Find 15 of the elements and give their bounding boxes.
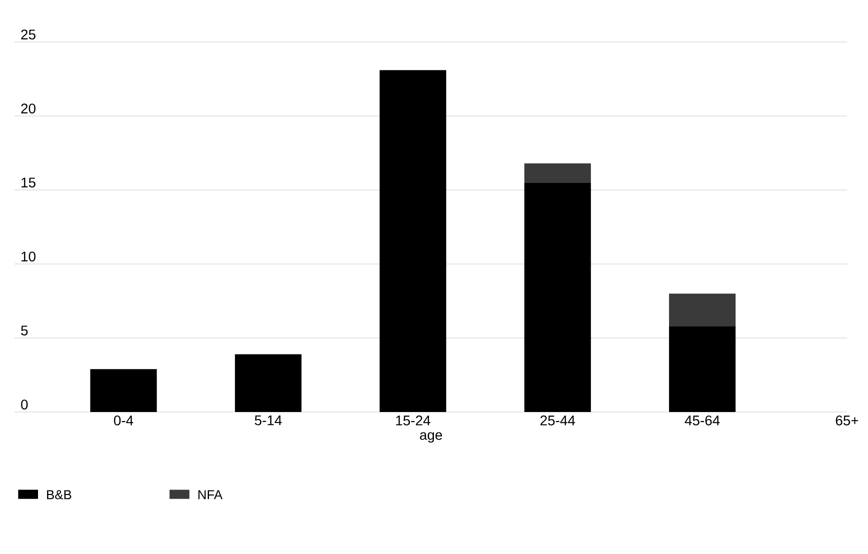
y-tick-label: 15 bbox=[22, 178, 36, 188]
legend-label: NFA bbox=[198, 490, 223, 500]
legend-label: B&B bbox=[47, 490, 72, 500]
x-tick-label: 45-64 bbox=[684, 416, 720, 426]
x-tick-label: 15-24 bbox=[396, 416, 430, 426]
x-tick-label: 5-14 bbox=[254, 416, 282, 426]
y-tick-label: 20 bbox=[21, 104, 36, 114]
x-tick-label: 0-4 bbox=[114, 416, 134, 426]
y-tick-label: 5 bbox=[21, 326, 28, 336]
x-tick-label: 25-44 bbox=[540, 416, 576, 426]
y-tick-label: 0 bbox=[21, 400, 28, 410]
x-axis-title: age bbox=[420, 432, 442, 443]
y-tick-label: 10 bbox=[22, 252, 36, 262]
y-tick-label: 25 bbox=[21, 30, 36, 40]
x-tick-label: 65+ bbox=[836, 416, 858, 426]
